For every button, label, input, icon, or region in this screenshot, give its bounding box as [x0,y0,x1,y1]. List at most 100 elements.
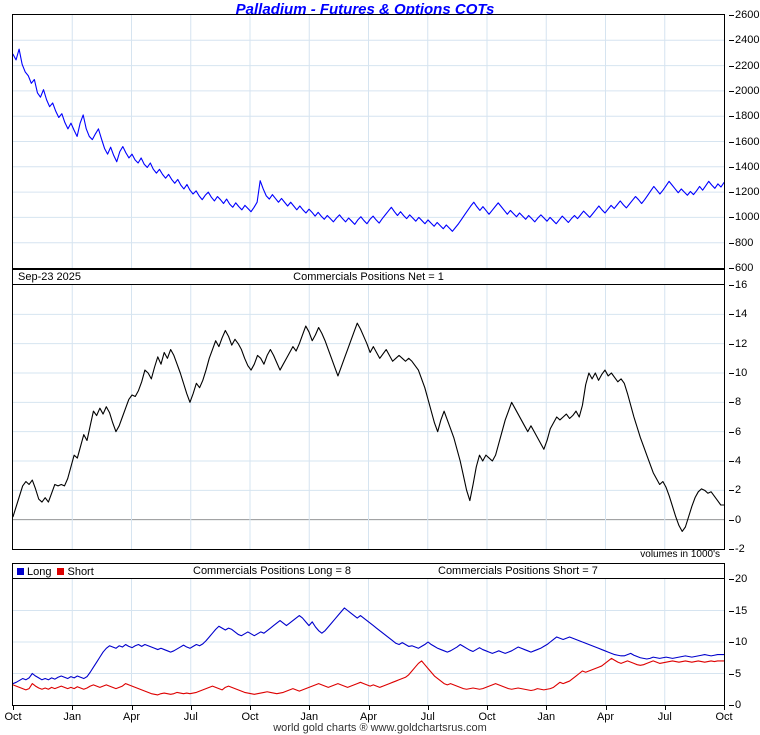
net-panel: Sep-23 2025 Commercials Positions Net = … [12,269,725,550]
y-tick-mark [729,217,734,219]
legend-item-long: Long [17,566,51,578]
y-tick-label: 5 [735,667,742,680]
y-tick-label: 4 [735,455,742,467]
x-tick-label: Jan [537,711,556,723]
x-axis-labels: Oct Jan Apr Jul Oct Jan Apr Jul Oct Jan Apr Jul Oct [0,711,760,727]
short-swatch-icon [57,568,65,575]
y-tick-mark [729,402,734,404]
x-tick-label: Jul [183,711,198,723]
x-tick-mark [190,705,192,710]
x-tick-label: Apr [122,711,141,723]
price-y-axis-labels: 600 800 1000 1200 1400 1600 1800 2000 2200 2400 26… [729,9,760,274]
price-panel [12,14,725,269]
x-tick-label: Apr [359,711,378,723]
y-tick-label: 16 [735,279,748,291]
net-plot [13,285,724,549]
x-tick-label: Oct [478,711,496,723]
x-tick-mark [605,705,607,710]
y-tick-label: 10 [735,636,748,648]
x-tick-mark [131,705,133,710]
x-tick-mark [13,705,14,710]
longshort-y-axis-labels: 0 5 10 15 20 [729,573,760,711]
y-tick-mark [729,15,734,16]
x-tick-mark [368,705,370,710]
x-tick-mark [427,705,429,710]
y-tick-mark [729,90,734,92]
y-tick-mark [729,373,734,374]
y-tick-mark [729,549,734,550]
x-tick-label: Oct [4,711,22,723]
x-tick-mark [72,705,74,710]
net-y-axis-labels: -2 0 2 4 6 8 10 12 14 16 [729,279,760,555]
x-tick-label: Apr [596,711,615,723]
y-tick-label: 1000 [735,211,760,224]
x-tick-mark [250,705,251,710]
y-tick-mark [729,166,734,168]
x-tick-label: Jul [420,711,435,723]
y-tick-mark [729,192,734,194]
x-tick-label: Jul [657,711,672,723]
longshort-short-label: Commercials Positions Short = 7 [438,565,598,577]
net-date-label: Sep-23 2025 [18,271,81,283]
y-tick-mark [729,65,734,67]
x-tick-label: Jan [300,711,319,723]
longshort-long-label: Commercials Positions Long = 8 [193,565,352,577]
x-tick-mark [546,705,548,710]
y-tick-mark [729,242,734,244]
y-tick-label: 1200 [735,186,760,199]
y-tick-label: 2200 [735,59,760,72]
longshort-panel: Long Short Commercials Positions Long = … [12,563,725,706]
y-tick-label: 0 [735,513,742,526]
y-tick-label: 12 [735,337,748,350]
y-tick-label: 8 [735,396,742,409]
y-tick-label: 6 [735,425,742,438]
y-tick-label: 15 [735,604,748,617]
y-tick-mark [729,579,734,580]
x-tick-label: Oct [241,711,259,723]
y-tick-mark [729,314,734,316]
y-tick-mark [729,40,734,42]
y-tick-mark [729,461,734,462]
legend: Long Short [17,564,94,579]
y-tick-label: 20 [735,573,748,585]
y-tick-mark [729,116,734,118]
x-tick-mark [664,705,666,710]
y-tick-label: 2000 [735,84,760,97]
volume-note: volumes in 1000's [640,549,720,560]
y-tick-mark [729,610,734,612]
y-tick-mark [729,705,734,706]
y-tick-label: 2 [735,484,742,497]
legend-label-long: Long [27,565,52,578]
y-tick-mark [729,343,734,345]
y-tick-mark [729,673,734,675]
y-tick-label: -2 [735,543,745,555]
y-tick-label: 1400 [735,160,760,173]
footer-credit: world gold charts ® www.goldchartsrus.co… [273,722,487,734]
x-tick-label: Jan [63,711,82,723]
y-tick-label: 2400 [735,34,760,47]
y-tick-label: 1800 [735,110,760,123]
x-tick-label: Oct [715,711,733,723]
net-panel-header: Sep-23 2025 Commercials Positions Net = … [13,270,724,285]
y-tick-label: 14 [735,308,748,321]
legend-item-short: Short [57,566,94,578]
y-tick-label: 800 [735,236,754,249]
long-swatch-icon [17,568,24,575]
y-tick-mark [729,642,734,643]
longshort-plot [13,579,724,705]
y-tick-mark [729,519,734,521]
y-tick-mark [729,431,734,433]
net-title-label: Commercials Positions Net = 1 [293,271,444,283]
y-tick-label: 600 [735,262,754,274]
x-tick-mark [724,705,725,710]
y-tick-label: 0 [735,699,742,711]
page-title: Palladium - Futures & Options COTs [235,1,495,18]
price-plot [13,15,724,268]
y-tick-mark [729,268,734,269]
longshort-panel-header: Long Short Commercials Positions Long = … [13,564,724,579]
y-tick-label: 2600 [735,9,760,21]
x-tick-mark [487,705,488,710]
y-tick-mark [729,285,734,286]
y-tick-label: 10 [735,367,748,379]
